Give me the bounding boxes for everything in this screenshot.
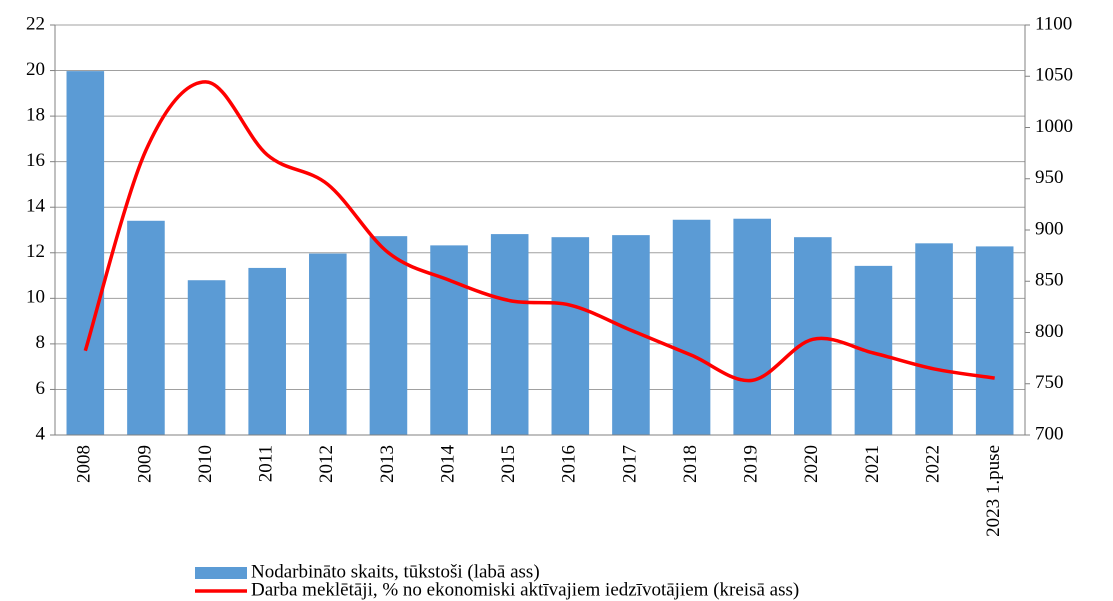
x-tick-label: 2020: [801, 445, 822, 483]
y-tick-label: 22: [26, 13, 45, 34]
bar: [975, 246, 1014, 435]
x-tick-label: 2022: [922, 445, 943, 483]
x-tick-label: 2010: [195, 445, 216, 483]
legend-swatch: [195, 567, 247, 579]
y-tick-label: 18: [26, 104, 45, 125]
bar: [672, 219, 711, 435]
y-tick-label: 14: [26, 196, 46, 217]
y-tick-label: 20: [26, 59, 45, 80]
bar: [490, 234, 529, 435]
bar: [309, 253, 347, 435]
bar: [127, 220, 165, 435]
legend-label: Nodarbināto skaits, tūkstoši (labā ass): [251, 561, 540, 582]
y-tick-label: 8: [36, 332, 46, 353]
x-tick-label: 2018: [680, 445, 701, 483]
bar: [248, 267, 286, 435]
y2-tick-label: 900: [1035, 218, 1064, 239]
y2-tick-label: 750: [1035, 372, 1064, 393]
x-tick-label: 2013: [377, 445, 398, 483]
x-tick-label: 2008: [74, 445, 95, 483]
x-tick-label: 2023 1.puse: [983, 445, 1004, 537]
bar: [369, 236, 408, 435]
x-tick-label: 2015: [498, 445, 519, 483]
x-tick-label: 2014: [437, 445, 458, 484]
bar: [794, 237, 832, 435]
x-tick-label: 2016: [559, 445, 580, 483]
x-tick-label: 2011: [256, 445, 277, 482]
x-tick-label: 2019: [741, 445, 762, 483]
line: [83, 80, 995, 383]
y-tick-label: 6: [36, 378, 46, 399]
y-tick-label: 4: [36, 423, 46, 444]
legend-label: Darba meklētāji, % no ekonomiski aktīvaj…: [251, 579, 799, 600]
bar: [551, 237, 590, 435]
bar: [187, 280, 226, 435]
y2-tick-label: 950: [1035, 167, 1064, 188]
y2-tick-label: 1050: [1035, 65, 1073, 86]
y-tick-label: 16: [26, 150, 45, 171]
x-tick-label: 2017: [619, 445, 640, 483]
y2-tick-label: 1000: [1035, 116, 1073, 137]
y-tick-label: 12: [26, 241, 45, 262]
y2-tick-label: 800: [1035, 321, 1064, 342]
bar: [66, 71, 105, 435]
y2-tick-label: 850: [1035, 270, 1064, 291]
x-tick-label: 2009: [134, 445, 155, 483]
x-tick-label: 2012: [316, 445, 337, 483]
bar: [915, 243, 953, 435]
x-tick-label: 2021: [862, 445, 883, 483]
y2-tick-label: 700: [1035, 423, 1064, 444]
y2-tick-label: 1100: [1035, 13, 1072, 34]
bar: [733, 218, 771, 435]
y-tick-label: 10: [26, 287, 45, 308]
